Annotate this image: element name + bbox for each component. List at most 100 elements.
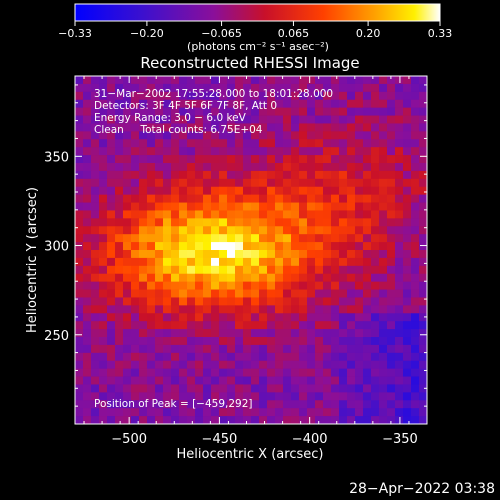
heatmap-cell [307, 91, 316, 101]
heatmap-cell [227, 226, 236, 235]
heatmap-cell [387, 321, 396, 330]
heatmap-cell [155, 234, 164, 243]
heatmap-cell [395, 123, 404, 132]
heatmap-cell [195, 289, 204, 298]
heatmap-cell [163, 368, 172, 377]
heatmap-cell [75, 210, 84, 219]
heatmap-cell [299, 250, 308, 259]
heatmap-cell [163, 76, 172, 85]
heatmap-cell [419, 384, 428, 393]
heatmap-cell [411, 186, 420, 196]
heatmap-cell [83, 257, 92, 267]
heatmap-cell [411, 384, 420, 393]
heatmap-cell [75, 226, 84, 235]
heatmap-cell [107, 123, 116, 132]
heatmap-cell [99, 91, 108, 101]
heatmap-cell [91, 186, 100, 196]
heatmap-cell [267, 352, 276, 362]
heatmap-cell [219, 155, 228, 164]
heatmap-cell [139, 384, 148, 393]
heatmap-cell [99, 163, 108, 172]
heatmap-cell [331, 368, 340, 377]
heatmap-cell [371, 329, 380, 338]
heatmap-cell [83, 305, 92, 314]
heatmap-cell [91, 170, 100, 180]
heatmap-cell [299, 273, 308, 283]
heatmap-cell [131, 115, 140, 124]
heatmap-cell [243, 360, 252, 370]
heatmap-cell [387, 234, 396, 243]
heatmap-cell [139, 329, 148, 338]
heatmap-cell [139, 257, 148, 267]
heatmap-cell [259, 337, 268, 346]
heatmap-cell [259, 186, 268, 196]
heatmap-cell [419, 400, 428, 409]
heatmap-cell [395, 83, 404, 93]
heatmap-cell [395, 186, 404, 196]
heatmap-cell [211, 210, 220, 219]
heatmap-cell [267, 329, 276, 338]
heatmap-cell [307, 384, 316, 393]
heatmap-cell [147, 178, 156, 188]
heatmap-cell [331, 400, 340, 409]
heatmap-cell [195, 376, 204, 385]
heatmap-cell [147, 123, 156, 132]
heatmap-cell [235, 123, 244, 132]
heatmap-cell [283, 416, 292, 425]
heatmap-cell [155, 83, 164, 93]
heatmap-cell [267, 360, 276, 370]
heatmap-cell [163, 115, 172, 124]
heatmap-cell [123, 91, 132, 101]
heatmap-cell [339, 273, 348, 283]
heatmap-cell [75, 281, 84, 290]
heatmap-cell [267, 400, 276, 409]
heatmap-cell [411, 147, 420, 156]
heatmap-cell [107, 321, 116, 330]
heatmap-cell [251, 384, 260, 393]
heatmap-cell [219, 313, 228, 322]
heatmap-cell [403, 147, 412, 156]
heatmap-cell [387, 376, 396, 385]
heatmap-cell [195, 360, 204, 370]
heatmap-cell [115, 83, 124, 93]
heatmap-cell [107, 107, 116, 116]
heatmap-cell [307, 242, 316, 251]
heatmap-cell [387, 139, 396, 148]
heatmap-cell [139, 139, 148, 148]
heatmap-cell [219, 321, 228, 330]
heatmap-cell [275, 99, 284, 109]
heatmap-cell [355, 305, 364, 314]
heatmap-cell [123, 273, 132, 283]
heatmap-cell [283, 376, 292, 385]
heatmap-cell [155, 242, 164, 251]
heatmap-cell [291, 313, 300, 322]
heatmap-cell [179, 250, 188, 259]
heatmap-cell [235, 99, 244, 109]
heatmap-cell [291, 163, 300, 172]
heatmap-cell [243, 226, 252, 235]
heatmap-cell [259, 257, 268, 267]
heatmap-cell [99, 273, 108, 283]
heatmap-cell [139, 376, 148, 385]
heatmap-cell [211, 392, 220, 401]
heatmap-cell [379, 337, 388, 346]
heatmap-cell [379, 147, 388, 156]
heatmap-cell [163, 210, 172, 219]
heatmap-cell [107, 99, 116, 109]
heatmap-cell [259, 321, 268, 330]
heatmap-cell [235, 107, 244, 116]
heatmap-cell [315, 321, 324, 330]
heatmap-cell [371, 344, 380, 354]
heatmap-cell [147, 416, 156, 425]
heatmap-cell [75, 265, 84, 275]
heatmap-cell [403, 155, 412, 164]
heatmap-cell [131, 91, 140, 101]
heatmap-cell [227, 416, 236, 425]
heatmap-cell [339, 202, 348, 211]
heatmap-cell [363, 131, 372, 140]
heatmap-cell [251, 273, 260, 283]
heatmap-cell [123, 155, 132, 164]
heatmap-cell [267, 91, 276, 101]
heatmap-cell [91, 147, 100, 156]
heatmap-cell [307, 305, 316, 314]
